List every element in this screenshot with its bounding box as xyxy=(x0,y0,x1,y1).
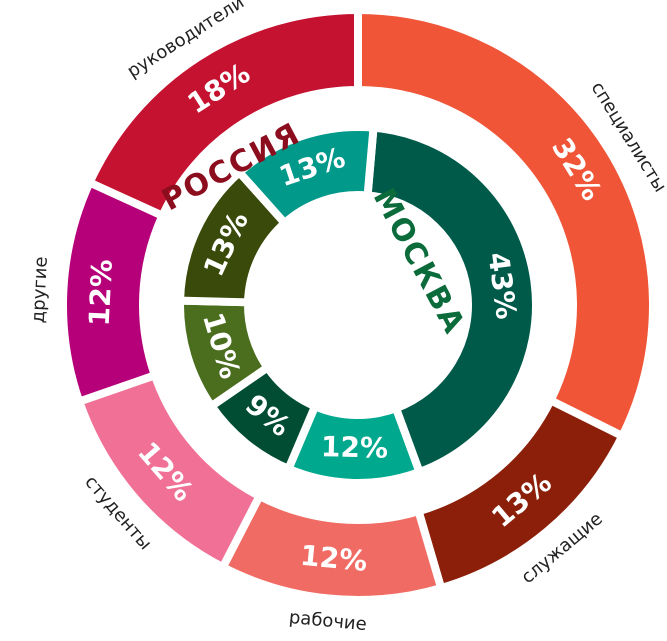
pie-slice xyxy=(354,5,657,442)
value-label: 12% xyxy=(299,539,369,578)
category-label: рабочие xyxy=(288,607,368,635)
value-label: 12% xyxy=(321,430,389,465)
pie-slice xyxy=(363,123,540,478)
pie-slice xyxy=(233,123,378,229)
value-label: 12% xyxy=(83,258,119,327)
pie-slice xyxy=(84,5,362,221)
category-label: другие xyxy=(28,256,52,324)
